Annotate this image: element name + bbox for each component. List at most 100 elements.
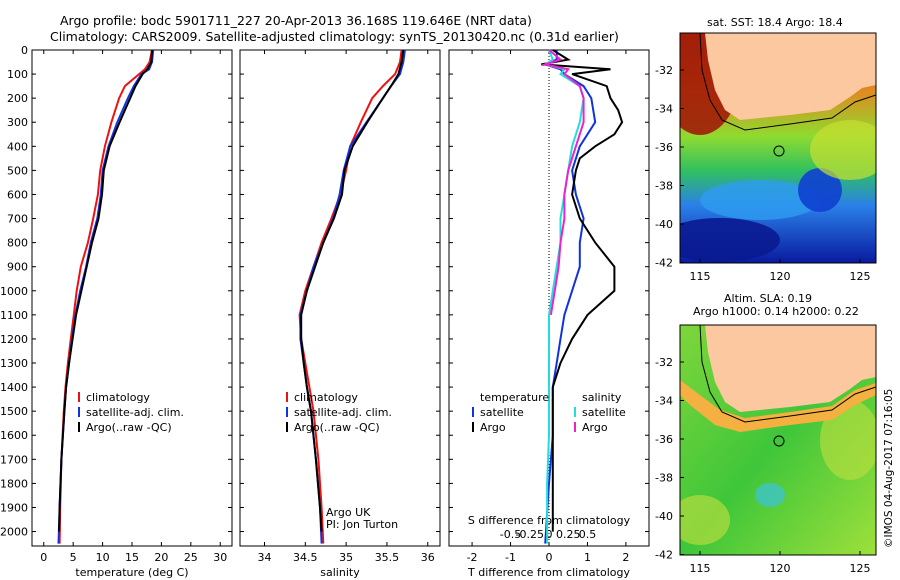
legend-label: Argo xyxy=(582,421,608,434)
y-tick-label: 900 xyxy=(7,261,28,274)
x-tick-label: 34.5 xyxy=(293,551,318,564)
x-tick-label: 30 xyxy=(213,551,227,564)
sla-map-title2: Argo h1000: 0.14 h2000: 0.22 xyxy=(693,305,859,318)
legend-label: Argo(..raw -QC) xyxy=(294,421,380,434)
x-axis-label: T difference from climatology xyxy=(467,566,630,579)
plot-frame xyxy=(239,49,441,547)
x-tick-label: 25 xyxy=(184,551,198,564)
legend-label: satellite xyxy=(582,406,626,419)
x-axis-label: salinity xyxy=(320,566,360,579)
sst-map-title: sat. SST: 18.4 Argo: 18.4 xyxy=(707,16,843,29)
map-x-tick-label: 115 xyxy=(690,270,711,283)
y-tick-label: 400 xyxy=(7,140,28,153)
temperature-panel: 0 100 200 300 400 500 600 700 800 900 1000 1100 1200… xyxy=(0,44,233,579)
series-line-argo xyxy=(58,49,153,532)
y-tick-label: 100 xyxy=(7,68,28,81)
y-tick-label: 1700 xyxy=(0,453,28,466)
imos-credit: ©IMOS 04-Aug-2017 07:16:05 xyxy=(883,388,895,548)
map-x-tick-label: 120 xyxy=(770,562,791,575)
map-x-tick-label: 120 xyxy=(770,270,791,283)
x-tick-label-secondary: 0.5 xyxy=(579,528,597,541)
map-y-tick-label: -42 xyxy=(655,257,673,270)
series-line-climatology xyxy=(298,49,403,544)
map-y-tick-label: -34 xyxy=(655,395,673,408)
series-line-argo xyxy=(300,49,405,532)
y-tick-label: 700 xyxy=(7,213,28,226)
series-line-argo xyxy=(541,49,624,532)
sla-map xyxy=(679,324,877,556)
x-tick-label: 35 xyxy=(339,551,353,564)
annotation-text: Argo UK xyxy=(326,506,371,519)
map-x-tick-label: 125 xyxy=(850,270,871,283)
legend-label: satellite-adj. clim. xyxy=(294,406,392,419)
salinity-panel: 34 34.5 35 35.5 36 salinity climatology satelli… xyxy=(239,49,441,579)
x-tick-label: 1 xyxy=(584,551,591,564)
annotation-text: PI: Jon Turton xyxy=(326,518,398,531)
sst-map-axes: -32 -34 -36 -38 -40 -42 115 120 125 xyxy=(655,64,870,283)
sla-map-axes: -32 -34 -36 -38 -40 -42 115 120 125 xyxy=(655,356,870,575)
legend-label: satellite-adj. clim. xyxy=(86,406,184,419)
legend-label: climatology xyxy=(294,391,358,404)
y-tick-label: 1200 xyxy=(0,333,28,346)
x-tick-label: 0 xyxy=(40,551,47,564)
y-tick-label: 800 xyxy=(7,237,28,250)
y-tick-label: 1800 xyxy=(0,477,28,490)
x-axis-label-secondary: S difference from climatology xyxy=(468,514,631,527)
x-tick-label: 10 xyxy=(96,551,110,564)
header-line1: Argo profile: bodc 5901711_227 20-Apr-20… xyxy=(60,13,532,28)
legend-label: Argo(..raw -QC) xyxy=(86,421,172,434)
map-y-tick-label: -40 xyxy=(655,510,673,523)
x-tick-label-secondary: -0.25 xyxy=(516,528,544,541)
legend-label: Argo xyxy=(480,421,506,434)
map-y-tick-label: -40 xyxy=(655,218,673,231)
map-y-tick-label: -32 xyxy=(655,64,673,77)
legend-label: temperature xyxy=(480,391,549,404)
x-tick-label-secondary: 0 xyxy=(546,528,553,541)
map-x-tick-label: 115 xyxy=(690,562,711,575)
x-tick-label: 2 xyxy=(622,551,629,564)
legend-label: satellite xyxy=(480,406,524,419)
y-tick-label: 1000 xyxy=(0,285,28,298)
x-tick-label-secondary: 0.25 xyxy=(556,528,581,541)
y-tick-label: 1100 xyxy=(0,309,28,322)
map-y-tick-label: -32 xyxy=(655,356,673,369)
y-tick-label: 2000 xyxy=(0,526,28,539)
x-tick-label: 35.5 xyxy=(375,551,400,564)
x-tick-label: -2 xyxy=(467,551,478,564)
map-y-tick-label: -36 xyxy=(655,141,673,154)
x-tick-label: 20 xyxy=(154,551,168,564)
map-y-tick-label: -42 xyxy=(655,549,673,562)
difference-panel: -2 -1 0 1 2 -0.5-0.25 0 0.250.5S difference fro… xyxy=(448,49,650,579)
x-tick-label: 5 xyxy=(70,551,77,564)
x-tick-label-secondary: -0.5 xyxy=(500,528,521,541)
legend-label: salinity xyxy=(582,391,622,404)
map-x-tick-label: 125 xyxy=(850,562,871,575)
sst-map xyxy=(679,32,877,264)
legend-label: climatology xyxy=(86,391,150,404)
map-y-tick-label: -38 xyxy=(655,180,673,193)
x-tick-label: 36 xyxy=(421,551,435,564)
plot-frame xyxy=(31,49,233,547)
sla-map-title1: Altim. SLA: 0.19 xyxy=(724,292,813,305)
y-tick-label: 200 xyxy=(7,92,28,105)
y-tick-label: 500 xyxy=(7,164,28,177)
map-y-tick-label: -34 xyxy=(655,103,673,116)
y-tick-label: 1300 xyxy=(0,357,28,370)
series-line-salinity_argo xyxy=(541,49,585,316)
map-y-tick-label: -36 xyxy=(655,433,673,446)
x-tick-label: 15 xyxy=(125,551,139,564)
map-y-tick-label: -38 xyxy=(655,472,673,485)
y-tick-label: 1500 xyxy=(0,405,28,418)
y-tick-label: 300 xyxy=(7,116,28,129)
y-tick-label: 1600 xyxy=(0,429,28,442)
y-tick-label: 1900 xyxy=(0,501,28,514)
y-tick-label: 1400 xyxy=(0,381,28,394)
y-tick-label: 600 xyxy=(7,188,28,201)
x-axis-label: temperature (deg C) xyxy=(75,566,188,579)
x-tick-label: 34 xyxy=(257,551,271,564)
series-line-salinity_sat xyxy=(542,49,585,544)
x-tick-label: -1 xyxy=(505,551,516,564)
x-tick-label: 0 xyxy=(546,551,553,564)
header-line2: Climatology: CARS2009. Satellite-adjuste… xyxy=(50,29,619,44)
